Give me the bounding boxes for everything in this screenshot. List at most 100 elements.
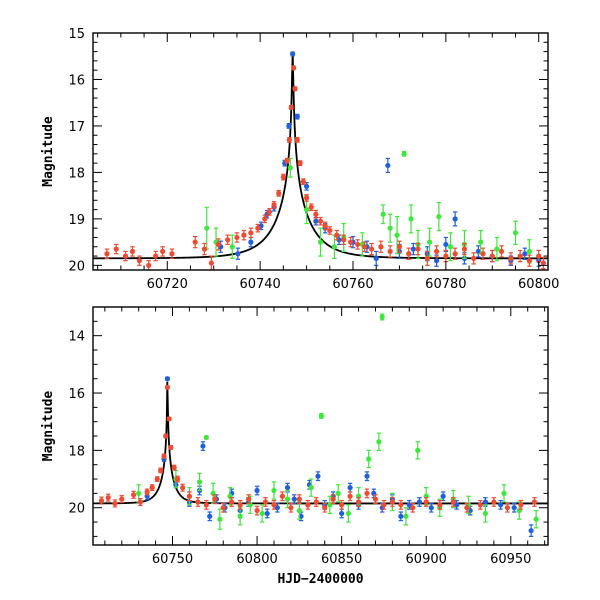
data-point-red [322, 502, 328, 513]
data-point-red [171, 464, 177, 471]
series-red [98, 384, 538, 516]
data-point-red [347, 491, 353, 502]
data-point-blue [528, 524, 534, 537]
data-point-red [368, 242, 375, 256]
data-point-green [359, 232, 365, 257]
data-point-green [408, 204, 414, 234]
plot-area-top [93, 51, 548, 270]
data-point-red [313, 497, 319, 507]
data-point-red [531, 497, 538, 507]
data-point-red [491, 497, 497, 507]
data-point-green [284, 489, 291, 509]
data-point-green [203, 434, 209, 441]
data-point-red [234, 232, 240, 243]
data-point-red [160, 246, 166, 257]
data-point-red [327, 226, 333, 235]
data-point-blue [364, 471, 370, 482]
data-point-blue [373, 250, 379, 266]
data-point-blue [294, 113, 300, 120]
data-point-red [208, 255, 214, 270]
data-point-red [322, 221, 328, 231]
data-point-red [461, 242, 468, 256]
model-curve [93, 381, 548, 505]
data-point-blue [475, 245, 481, 258]
data-point-red [498, 245, 505, 258]
data-point-red [112, 499, 118, 508]
data-point-red [415, 242, 421, 256]
data-point-green [415, 441, 421, 460]
data-point-red [203, 499, 209, 510]
data-point-red [180, 483, 186, 492]
data-point-red [146, 260, 152, 270]
data-point-red [280, 173, 286, 181]
data-point-red [308, 203, 314, 212]
data-point-red [398, 499, 404, 510]
data-point-green [366, 449, 372, 469]
data-point-red [266, 208, 273, 216]
data-point-red [317, 216, 324, 226]
y-tick-label: 16 [68, 387, 85, 402]
series-red [104, 65, 546, 270]
data-point-red [330, 494, 336, 505]
x-axis-title: HJD−2400000 [277, 572, 363, 587]
data-point-red [105, 493, 111, 502]
data-point-red [540, 256, 546, 270]
data-point-red [305, 499, 311, 510]
data-point-red [381, 499, 387, 510]
data-point-red [286, 136, 292, 143]
x-tick-label: 60740 [239, 277, 280, 292]
data-point-red [288, 502, 294, 513]
data-point-red [254, 505, 260, 516]
data-point-red [158, 467, 164, 474]
data-point-blue [522, 247, 528, 260]
x-tick-label: 60900 [406, 552, 447, 567]
data-point-red [294, 136, 300, 143]
data-point-red [296, 494, 302, 505]
data-point-red [396, 240, 403, 253]
data-point-blue [498, 499, 504, 510]
x-tick-label: 60850 [321, 552, 362, 567]
y-axis-title: Magnitude [41, 116, 56, 187]
x-tick-label: 60720 [147, 277, 188, 292]
data-point-blue [286, 123, 292, 129]
data-point-red [279, 491, 286, 502]
data-point-red [130, 490, 137, 499]
data-point-green [335, 484, 341, 503]
data-point-blue [347, 482, 353, 493]
data-point-blue [207, 511, 213, 522]
data-point-red [246, 494, 252, 505]
data-point-red [201, 242, 208, 256]
data-point-red [480, 247, 486, 260]
data-point-red [276, 189, 282, 197]
data-point-red [290, 65, 297, 71]
data-point-green [533, 509, 539, 529]
data-point-red [119, 495, 125, 504]
axes-frame [92, 32, 549, 271]
data-point-red [477, 499, 483, 510]
data-point-red [154, 476, 160, 482]
data-point-red [452, 247, 458, 260]
y-axis-title: Magnitude [41, 391, 56, 462]
data-point-green [501, 484, 507, 503]
y-tick-label: 17 [68, 120, 85, 135]
data-point-red [271, 201, 277, 209]
data-point-red [241, 229, 247, 241]
data-point-red [424, 250, 430, 266]
data-point-blue [428, 502, 434, 513]
data-point-red [255, 223, 261, 233]
y-tick-label: 15 [68, 27, 85, 42]
panel-top: 60720 60740 60760 60780 60800 15 16 17 18 19 20 Mag… [41, 27, 559, 292]
data-point-red [284, 157, 290, 164]
data-point-red [215, 238, 221, 251]
x-tick-label: 60760 [332, 277, 373, 292]
y-tick-label: 20 [68, 259, 85, 274]
data-point-green [380, 204, 386, 225]
data-point-red [471, 252, 477, 265]
data-point-red [262, 214, 268, 224]
x-tick-label: 60800 [518, 277, 559, 292]
data-point-red [153, 250, 159, 262]
data-point-red [355, 239, 361, 250]
data-point-green [308, 478, 314, 497]
data-point-red [129, 246, 136, 257]
